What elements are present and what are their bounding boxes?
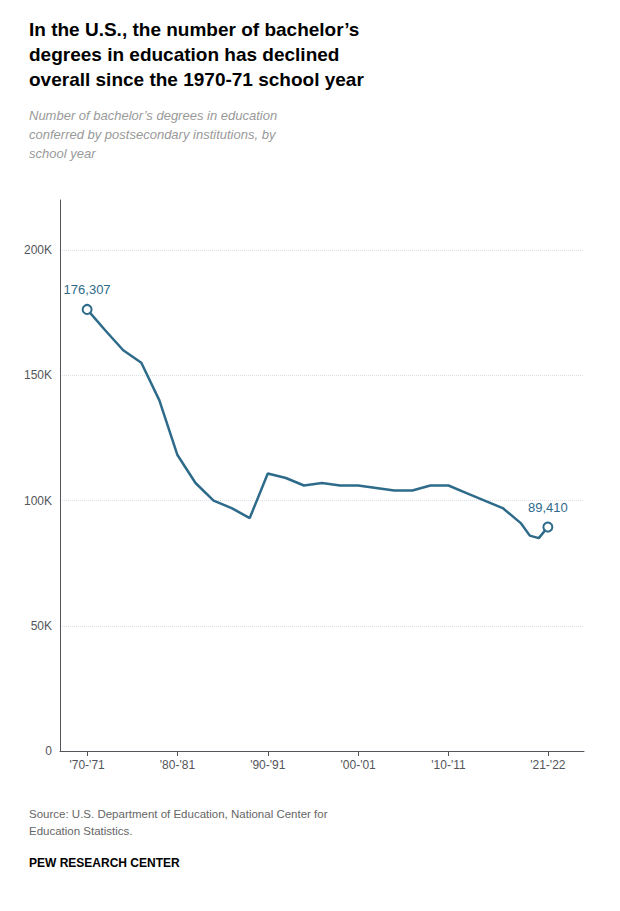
svg-text:50K: 50K — [31, 619, 52, 633]
svg-text:'70-'71: '70-'71 — [69, 758, 105, 772]
svg-text:overall since the 1970-71 scho: overall since the 1970-71 school year — [29, 69, 364, 90]
svg-text:'10-'11: '10-'11 — [431, 758, 466, 772]
svg-text:Education Statistics.: Education Statistics. — [29, 825, 133, 837]
svg-text:200K: 200K — [24, 243, 52, 257]
svg-text:'80-'81: '80-'81 — [160, 758, 196, 772]
svg-text:'21-'22: '21-'22 — [530, 758, 566, 772]
svg-text:PEW RESEARCH CENTER: PEW RESEARCH CENTER — [29, 856, 180, 870]
svg-text:conferred by postsecondary ins: conferred by postsecondary institutions,… — [29, 127, 277, 142]
svg-text:100K: 100K — [24, 494, 52, 508]
svg-text:Number of bachelor’s degrees i: Number of bachelor’s degrees in educatio… — [29, 108, 277, 123]
svg-text:176,307: 176,307 — [64, 282, 111, 297]
svg-text:school year: school year — [29, 146, 96, 161]
svg-text:Source: U.S. Department of Edu: Source: U.S. Department of Education, Na… — [29, 808, 328, 820]
svg-text:'00-'01: '00-'01 — [340, 758, 376, 772]
svg-text:89,410: 89,410 — [528, 500, 568, 515]
svg-text:150K: 150K — [24, 368, 52, 382]
svg-text:0: 0 — [45, 744, 52, 758]
svg-text:In the U.S., the number of bac: In the U.S., the number of bachelor’s — [29, 19, 359, 40]
svg-text:degrees in education has decli: degrees in education has declined — [29, 44, 339, 65]
svg-text:'90-'91: '90-'91 — [250, 758, 286, 772]
